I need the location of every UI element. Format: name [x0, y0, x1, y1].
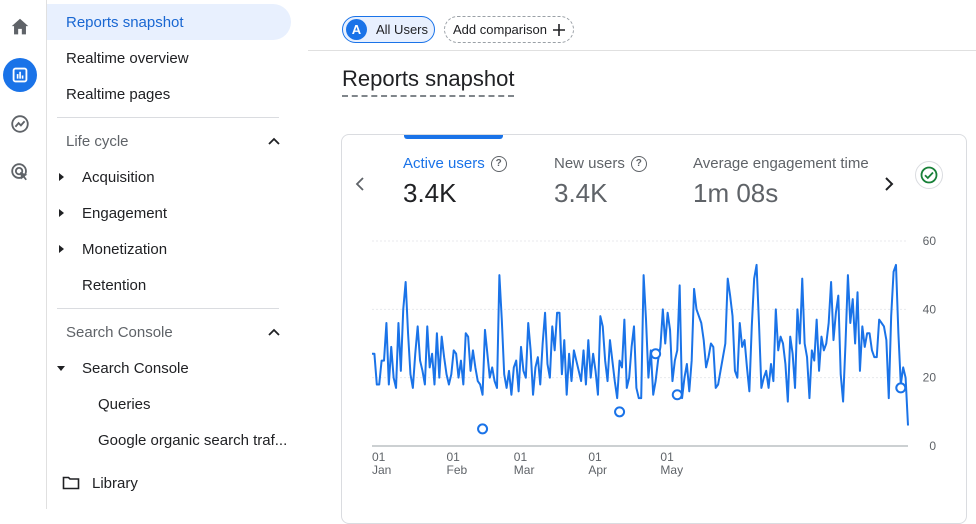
reports-nav: Reports snapshot Realtime overview Realt… [47, 0, 308, 509]
nav-lifecycle-header[interactable]: Life cycle [66, 123, 281, 159]
reports-icon[interactable] [3, 58, 37, 92]
add-comparison-button[interactable]: Add comparison [444, 16, 574, 43]
nav-lifecycle-label: Life cycle [66, 132, 129, 150]
nav-monetization-label: Monetization [82, 240, 168, 258]
all-users-chip[interactable]: A All Users [342, 16, 435, 43]
help-icon[interactable]: ? [630, 155, 647, 172]
metric-active-users-label: Active users [403, 155, 485, 172]
nav-reports-snapshot-label: Reports snapshot [66, 13, 184, 31]
nav-retention[interactable]: Retention [82, 267, 146, 303]
active-users-line [372, 263, 909, 426]
metric-avg-engagement-value: 1m 08s [693, 178, 779, 208]
y-tick-label: 60 [923, 234, 937, 248]
nav-acquisition[interactable]: Acquisition [82, 159, 155, 195]
help-icon[interactable]: ? [490, 155, 507, 172]
nav-realtime-pages-label: Realtime pages [66, 85, 171, 103]
add-comparison-label: Add comparison [453, 22, 547, 37]
nav-search-console[interactable]: Search Console [82, 350, 189, 386]
active-tab-indicator [404, 135, 503, 139]
nav-realtime-overview-label: Realtime overview [66, 49, 189, 67]
chevron-left-icon [355, 177, 364, 191]
metric-avg-engagement[interactable]: Average engagement time p 1m 08s [693, 155, 871, 209]
previous-metric-button[interactable] [354, 175, 366, 198]
nav-library-label: Library [92, 474, 138, 492]
plus-icon [552, 23, 565, 36]
left-rail [0, 0, 47, 509]
x-tick-month: May [660, 463, 683, 477]
nav-organic-traffic[interactable]: Google organic search traf... [98, 422, 287, 458]
caret-right-icon [59, 245, 64, 253]
advertising-icon[interactable] [3, 155, 37, 189]
nav-divider [57, 308, 279, 309]
x-tick-month: Apr [588, 463, 607, 477]
metric-label-row: Active users ? [403, 155, 507, 172]
main-content: A All Users Add comparison Reports snaps… [308, 0, 976, 524]
caret-down-icon [57, 366, 65, 371]
nav-realtime-pages[interactable]: Realtime pages [66, 76, 170, 112]
anomaly-marker [895, 382, 907, 394]
nav-library[interactable]: Library [62, 465, 138, 501]
y-tick-label: 20 [923, 371, 937, 385]
metric-new-users-label: New users [554, 155, 625, 172]
nav-search-console-label: Search Console [82, 359, 189, 377]
all-users-avatar: A [346, 19, 367, 40]
nav-search-console-header-label: Search Console [66, 323, 173, 341]
chevron-right-icon [885, 177, 894, 191]
y-tick-label: 0 [929, 439, 936, 453]
nav-queries-label: Queries [98, 395, 151, 413]
y-tick-label: 40 [923, 302, 937, 316]
anomaly-marker [650, 348, 662, 360]
nav-organic-traffic-label: Google organic search traf... [98, 431, 288, 449]
metric-label-row: New users ? [554, 155, 647, 172]
chevron-up-icon [268, 328, 280, 336]
chevron-up-icon [268, 137, 280, 145]
nav-monetization[interactable]: Monetization [82, 231, 167, 267]
x-tick-month: Feb [447, 463, 468, 477]
x-tick-day: 01 [447, 450, 461, 464]
nav-acquisition-label: Acquisition [82, 168, 155, 186]
anomaly-marker [614, 406, 626, 418]
nav-engagement[interactable]: Engagement [82, 195, 167, 231]
nav-queries[interactable]: Queries [98, 386, 151, 422]
comparison-bar: A All Users Add comparison [308, 0, 976, 51]
nav-engagement-label: Engagement [82, 204, 168, 222]
caret-right-icon [59, 173, 64, 181]
metric-active-users[interactable]: Active users ? 3.4K [403, 155, 507, 209]
folder-icon [62, 476, 80, 490]
home-icon[interactable] [3, 10, 37, 44]
metric-new-users[interactable]: New users ? 3.4K [554, 155, 647, 209]
x-tick-month: Mar [514, 463, 535, 477]
page-title[interactable]: Reports snapshot [342, 66, 515, 97]
metric-new-users-value: 3.4K [554, 178, 608, 208]
nav-retention-label: Retention [82, 276, 147, 294]
check-circle-icon [920, 166, 938, 184]
nav-divider [57, 117, 279, 118]
x-tick-month: Jan [372, 463, 391, 477]
metric-active-users-value: 3.4K [403, 178, 457, 208]
nav-realtime-overview[interactable]: Realtime overview [66, 40, 189, 76]
x-tick-day: 01 [588, 450, 602, 464]
nav-reports-snapshot[interactable]: Reports snapshot [47, 4, 291, 40]
metric-label-row: Average engagement time p [693, 155, 871, 172]
explore-icon[interactable] [3, 107, 37, 141]
all-users-label: All Users [376, 22, 429, 37]
metric-avg-engagement-label: Average engagement time p [693, 155, 871, 172]
metrics-card: Active users ? 3.4K New users ? 3.4K Ave… [341, 134, 967, 524]
next-metric-button[interactable] [883, 175, 895, 198]
x-tick-day: 01 [514, 450, 528, 464]
data-quality-status[interactable] [915, 161, 943, 189]
nav-search-console-header[interactable]: Search Console [66, 314, 281, 350]
anomaly-marker [671, 389, 683, 401]
anomaly-marker [477, 423, 489, 435]
x-tick-day: 01 [372, 450, 386, 464]
x-tick-day: 01 [660, 450, 674, 464]
caret-right-icon [59, 209, 64, 217]
